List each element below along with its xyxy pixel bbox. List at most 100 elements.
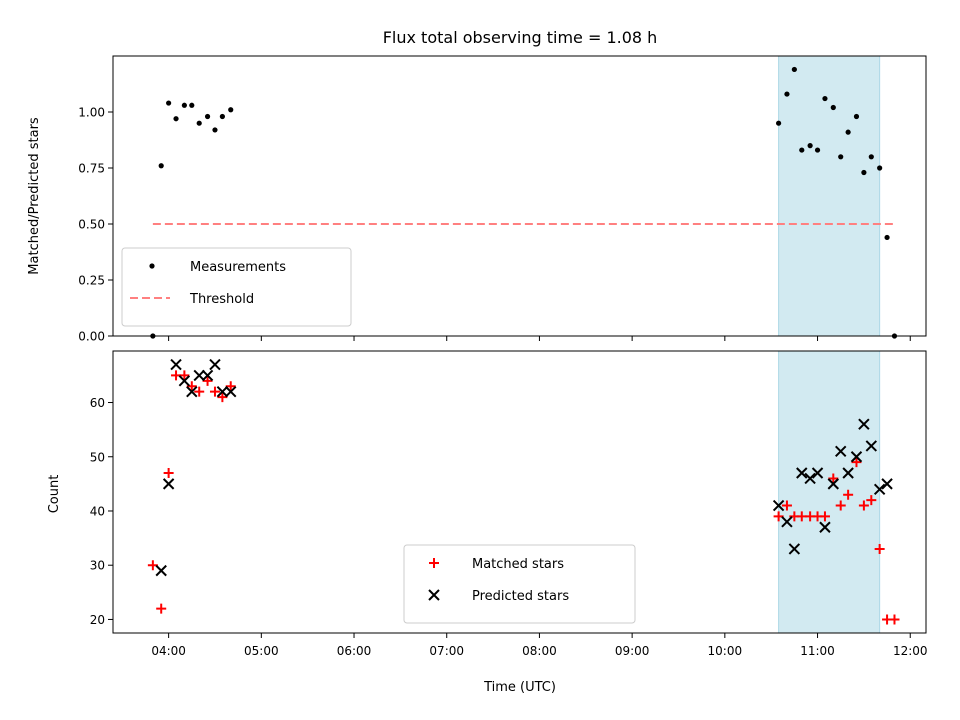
bottom-series-1-point [858,418,870,430]
top-series-0-point [861,169,867,176]
bottom-panel-marks [147,358,900,625]
top-series-0-point [173,116,179,122]
top-series-0-point [204,113,211,120]
top-series-0-point [814,147,821,153]
bottom-series-0-point [851,457,862,468]
bottom-panel-ticks: 04:00 05:00 06:00 07:00 08:00 09:00 10:00 11:00… [90,396,928,658]
bottom-y-tick-label: 50 [90,450,105,464]
bottom-series-0-point [209,386,220,397]
top-series-0-point [884,234,890,241]
top-legend-label: Threshold [189,292,254,307]
bottom-series-0-point [773,511,784,522]
bottom-series-0-point [819,511,830,522]
bottom-series-0-point [874,543,885,554]
bottom-series-0-point [828,473,839,484]
bottom-series-1-point [225,385,237,398]
top-series-0-point [868,154,874,160]
bottom-legend-box [403,544,636,624]
bottom-series-1-point [827,478,840,490]
bottom-panel-ylabel: Count [47,475,62,514]
top-series-0-point [196,120,202,126]
bottom-series-1-point [193,369,205,382]
bottom-series-1-point [788,543,801,555]
top-panel: 0.00 0.25 0.50 0.75 1.00 Matched/Predicted s… [27,55,927,344]
bottom-panel-span [778,350,881,634]
bottom-y-tick-label: 30 [90,559,105,573]
top-y-tick-label: 0.00 [78,330,105,344]
chart-title: Flux total observing time = 1.08 h [383,28,658,47]
bottom-series-0-point [889,614,900,625]
top-series-0-point [228,107,234,113]
top-series-0-point [877,165,883,171]
x-tick-label: 10:00 [708,644,743,658]
x-tick-label: 06:00 [337,644,372,658]
bottom-series-0-point [796,511,807,522]
bottom-legend-swatch [428,589,440,601]
bottom-series-1-point [865,440,878,452]
top-panel-ticks: 0.00 0.25 0.50 0.75 1.00 [78,106,911,344]
top-panel-ylabel: Matched/Predicted stars [27,117,42,275]
bottom-panel: 04:00 05:00 06:00 07:00 08:00 09:00 10:00 11:00… [47,350,928,658]
top-series-0-point [807,143,813,149]
top-panel-span [778,55,881,337]
bottom-series-0-point [858,500,869,511]
bottom-series-1-point [162,478,175,490]
top-y-tick-label: 0.50 [78,218,105,232]
bottom-series-1-point [781,516,793,528]
bottom-series-0-point [179,370,190,381]
bottom-series-1-point [772,499,785,512]
bottom-legend-swatch [429,558,439,568]
bottom-legend-label: Predicted stars [472,589,569,604]
bottom-series-1-point [804,472,816,485]
bottom-series-1-point [819,521,831,533]
bottom-series-1-point [850,451,863,463]
bottom-series-0-point [781,500,792,511]
bottom-series-1-point [209,358,221,371]
x-tick-label: 12:00 [893,644,928,658]
bottom-series-0-point [217,392,228,403]
bottom-series-0-point [225,381,236,392]
bottom-series-1-point [873,483,886,495]
top-series-0-point [166,100,172,106]
x-tick-label: 07:00 [429,644,464,658]
x-tick-label: 08:00 [522,644,557,658]
top-series-0-point [838,154,844,160]
x-tick-label: 11:00 [800,644,835,658]
x-tick-label: 04:00 [151,644,186,658]
top-panel-legend: Measurements Threshold [121,247,352,327]
bottom-series-0-point [866,495,877,506]
bottom-series-0-point [843,489,854,500]
bottom-y-tick-label: 20 [90,613,105,627]
bottom-series-1-point [835,445,847,458]
top-legend-label: Measurements [190,260,286,275]
top-series-0-point [212,127,218,133]
bottom-series-0-point [194,386,205,397]
bottom-series-1-point [155,564,167,577]
bottom-legend-label: Matched stars [472,557,564,572]
bottom-panel-legend: Matched stars Predicted stars [403,544,636,624]
top-series-0-point [776,120,782,126]
bottom-series-0-point [171,370,182,381]
top-legend-swatch [149,263,155,269]
bottom-y-tick-label: 60 [90,396,105,410]
top-y-tick-label: 0.25 [78,274,105,288]
bottom-series-0-point [147,560,158,571]
top-legend-box [121,247,352,327]
bottom-series-0-point [156,603,167,614]
top-series-0-point [181,102,187,108]
bottom-series-1-point [842,467,854,479]
bottom-series-1-point [881,478,893,490]
x-axis-label: Time (UTC) [483,680,556,695]
bottom-series-0-point [202,375,213,386]
top-series-0-point [158,163,164,169]
bottom-series-1-point [178,375,191,387]
top-series-0-point [219,113,225,120]
x-tick-label: 09:00 [615,644,650,658]
bottom-series-1-point [796,467,808,479]
bottom-series-1-point [216,385,229,398]
bottom-series-1-point [170,358,182,371]
top-series-0-point [830,104,836,111]
bottom-series-0-point [835,500,846,511]
top-y-tick-label: 0.75 [78,162,105,176]
